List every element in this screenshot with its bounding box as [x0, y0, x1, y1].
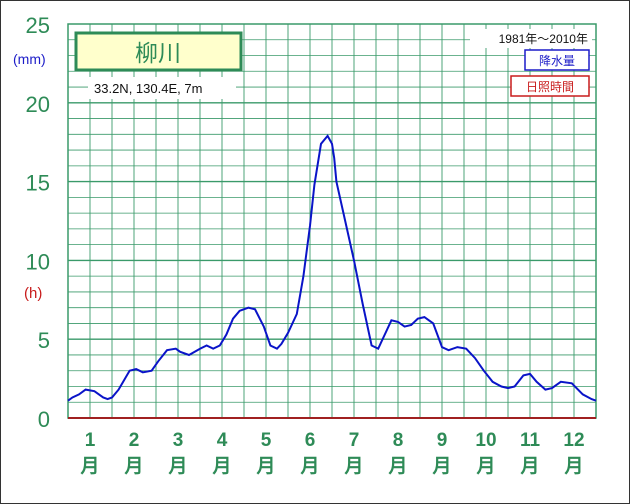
x-tick-suffix: 月 [299, 456, 319, 477]
x-tick-suffix: 月 [123, 456, 143, 477]
y-tick-label: 20 [26, 92, 50, 117]
x-tick-label: 4 [217, 430, 228, 451]
x-tick-suffix: 月 [519, 456, 539, 477]
x-tick-label: 6 [305, 430, 316, 451]
x-tick-label: 8 [393, 430, 404, 451]
period-label: 1981年〜2010年 [499, 32, 588, 46]
x-tick-label: 9 [437, 430, 448, 451]
x-tick-suffix: 月 [79, 456, 99, 477]
x-tick-label: 1 [85, 430, 96, 451]
y-unit-precip: (mm) [13, 51, 46, 67]
y-tick-label: 0 [38, 407, 50, 432]
x-tick-label: 11 [520, 430, 541, 451]
x-axis-ticks: 1 月 2 月 3 月 4 月 5 月 6 月 7 月 8 月 9 月 10 月 11 月 12 月 [79, 430, 584, 477]
x-tick-label: 12 [563, 430, 584, 451]
x-tick-label: 3 [173, 430, 184, 451]
station-name: 柳川 [135, 41, 181, 67]
y-tick-label: 25 [26, 13, 50, 38]
x-tick-suffix: 月 [167, 456, 187, 477]
x-tick-label: 10 [475, 430, 496, 451]
station-coords: 33.2N, 130.4E, 7m [94, 81, 202, 96]
x-tick-suffix: 月 [387, 456, 407, 477]
legend-precip: 降水量 [539, 54, 575, 68]
x-tick-suffix: 月 [343, 456, 363, 477]
coords-box [88, 77, 236, 99]
period-box [470, 29, 592, 48]
y-unit-sunshine: (h) [24, 285, 42, 302]
y-tick-label: 10 [26, 249, 50, 274]
legend-sunshine-box [510, 75, 590, 97]
y-tick-label: 5 [38, 328, 50, 353]
precipitation-line [67, 134, 597, 402]
x-tick-suffix: 月 [475, 456, 495, 477]
x-tick-suffix: 月 [563, 456, 583, 477]
x-tick-label: 5 [261, 430, 272, 451]
station-label-box [74, 31, 243, 72]
x-tick-label: 7 [349, 430, 360, 451]
x-tick-suffix: 月 [211, 456, 231, 477]
x-tick-label: 2 [129, 430, 140, 451]
x-tick-suffix: 月 [431, 456, 451, 477]
legend-sunshine: 日照時間 [526, 80, 574, 94]
y-tick-label: 15 [26, 171, 50, 196]
y-axis-ticks: 0 5 10 15 20 25 [26, 13, 50, 432]
x-tick-suffix: 月 [255, 456, 275, 477]
legend-precip-box [524, 49, 590, 71]
